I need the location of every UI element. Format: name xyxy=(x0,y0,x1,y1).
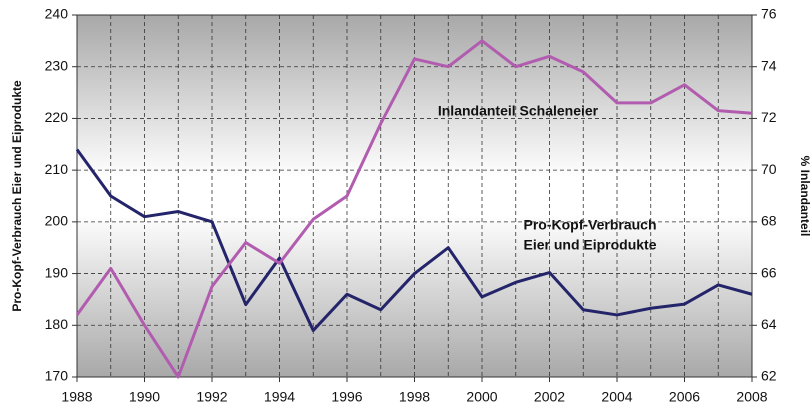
y2-axis-label: % Inlandanteil xyxy=(798,156,811,237)
y2-tick-label: 74 xyxy=(761,57,777,73)
y-tick-label: 200 xyxy=(45,213,69,229)
annotation: Pro-Kopf-Verbrauch xyxy=(523,217,656,233)
x-tick-label: 1998 xyxy=(399,389,430,405)
x-tick-label: 2004 xyxy=(601,389,632,405)
x-tick-label: 1988 xyxy=(61,389,92,405)
y2-tick-label: 62 xyxy=(761,368,777,384)
y-tick-label: 220 xyxy=(45,109,69,125)
y-tick-label: 170 xyxy=(45,368,69,384)
series-line xyxy=(75,148,753,332)
y-axis-label: Pro-Kopf-Verbrauch Eier und Eiprodukte xyxy=(10,80,24,312)
x-tick-label: 1990 xyxy=(129,389,160,405)
y2-tick-label: 66 xyxy=(761,264,777,280)
y2-tick-label: 72 xyxy=(761,109,777,125)
y2-tick-label: 68 xyxy=(761,213,777,229)
x-tick-label: 1996 xyxy=(331,389,362,405)
y2-tick-label: 64 xyxy=(761,316,777,332)
series-line xyxy=(75,39,753,379)
y-tick-label: 190 xyxy=(45,264,69,280)
y-tick-label: 240 xyxy=(45,6,69,22)
plot-background xyxy=(77,15,752,377)
y2-tick-label: 70 xyxy=(761,161,777,177)
annotation: Inlandanteil Schaleneier xyxy=(438,103,599,119)
x-tick-label: 2000 xyxy=(466,389,497,405)
x-tick-label: 2006 xyxy=(669,389,700,405)
annotation: Eier und Eiprodukte xyxy=(523,237,656,253)
y-tick-label: 210 xyxy=(45,161,69,177)
y-tick-label: 180 xyxy=(45,316,69,332)
y-tick-label: 230 xyxy=(45,57,69,73)
y2-tick-label: 76 xyxy=(761,6,777,22)
x-tick-label: 1994 xyxy=(264,389,295,405)
x-tick-label: 2002 xyxy=(534,389,565,405)
x-tick-label: 2008 xyxy=(736,389,767,405)
x-tick-label: 1992 xyxy=(196,389,227,405)
